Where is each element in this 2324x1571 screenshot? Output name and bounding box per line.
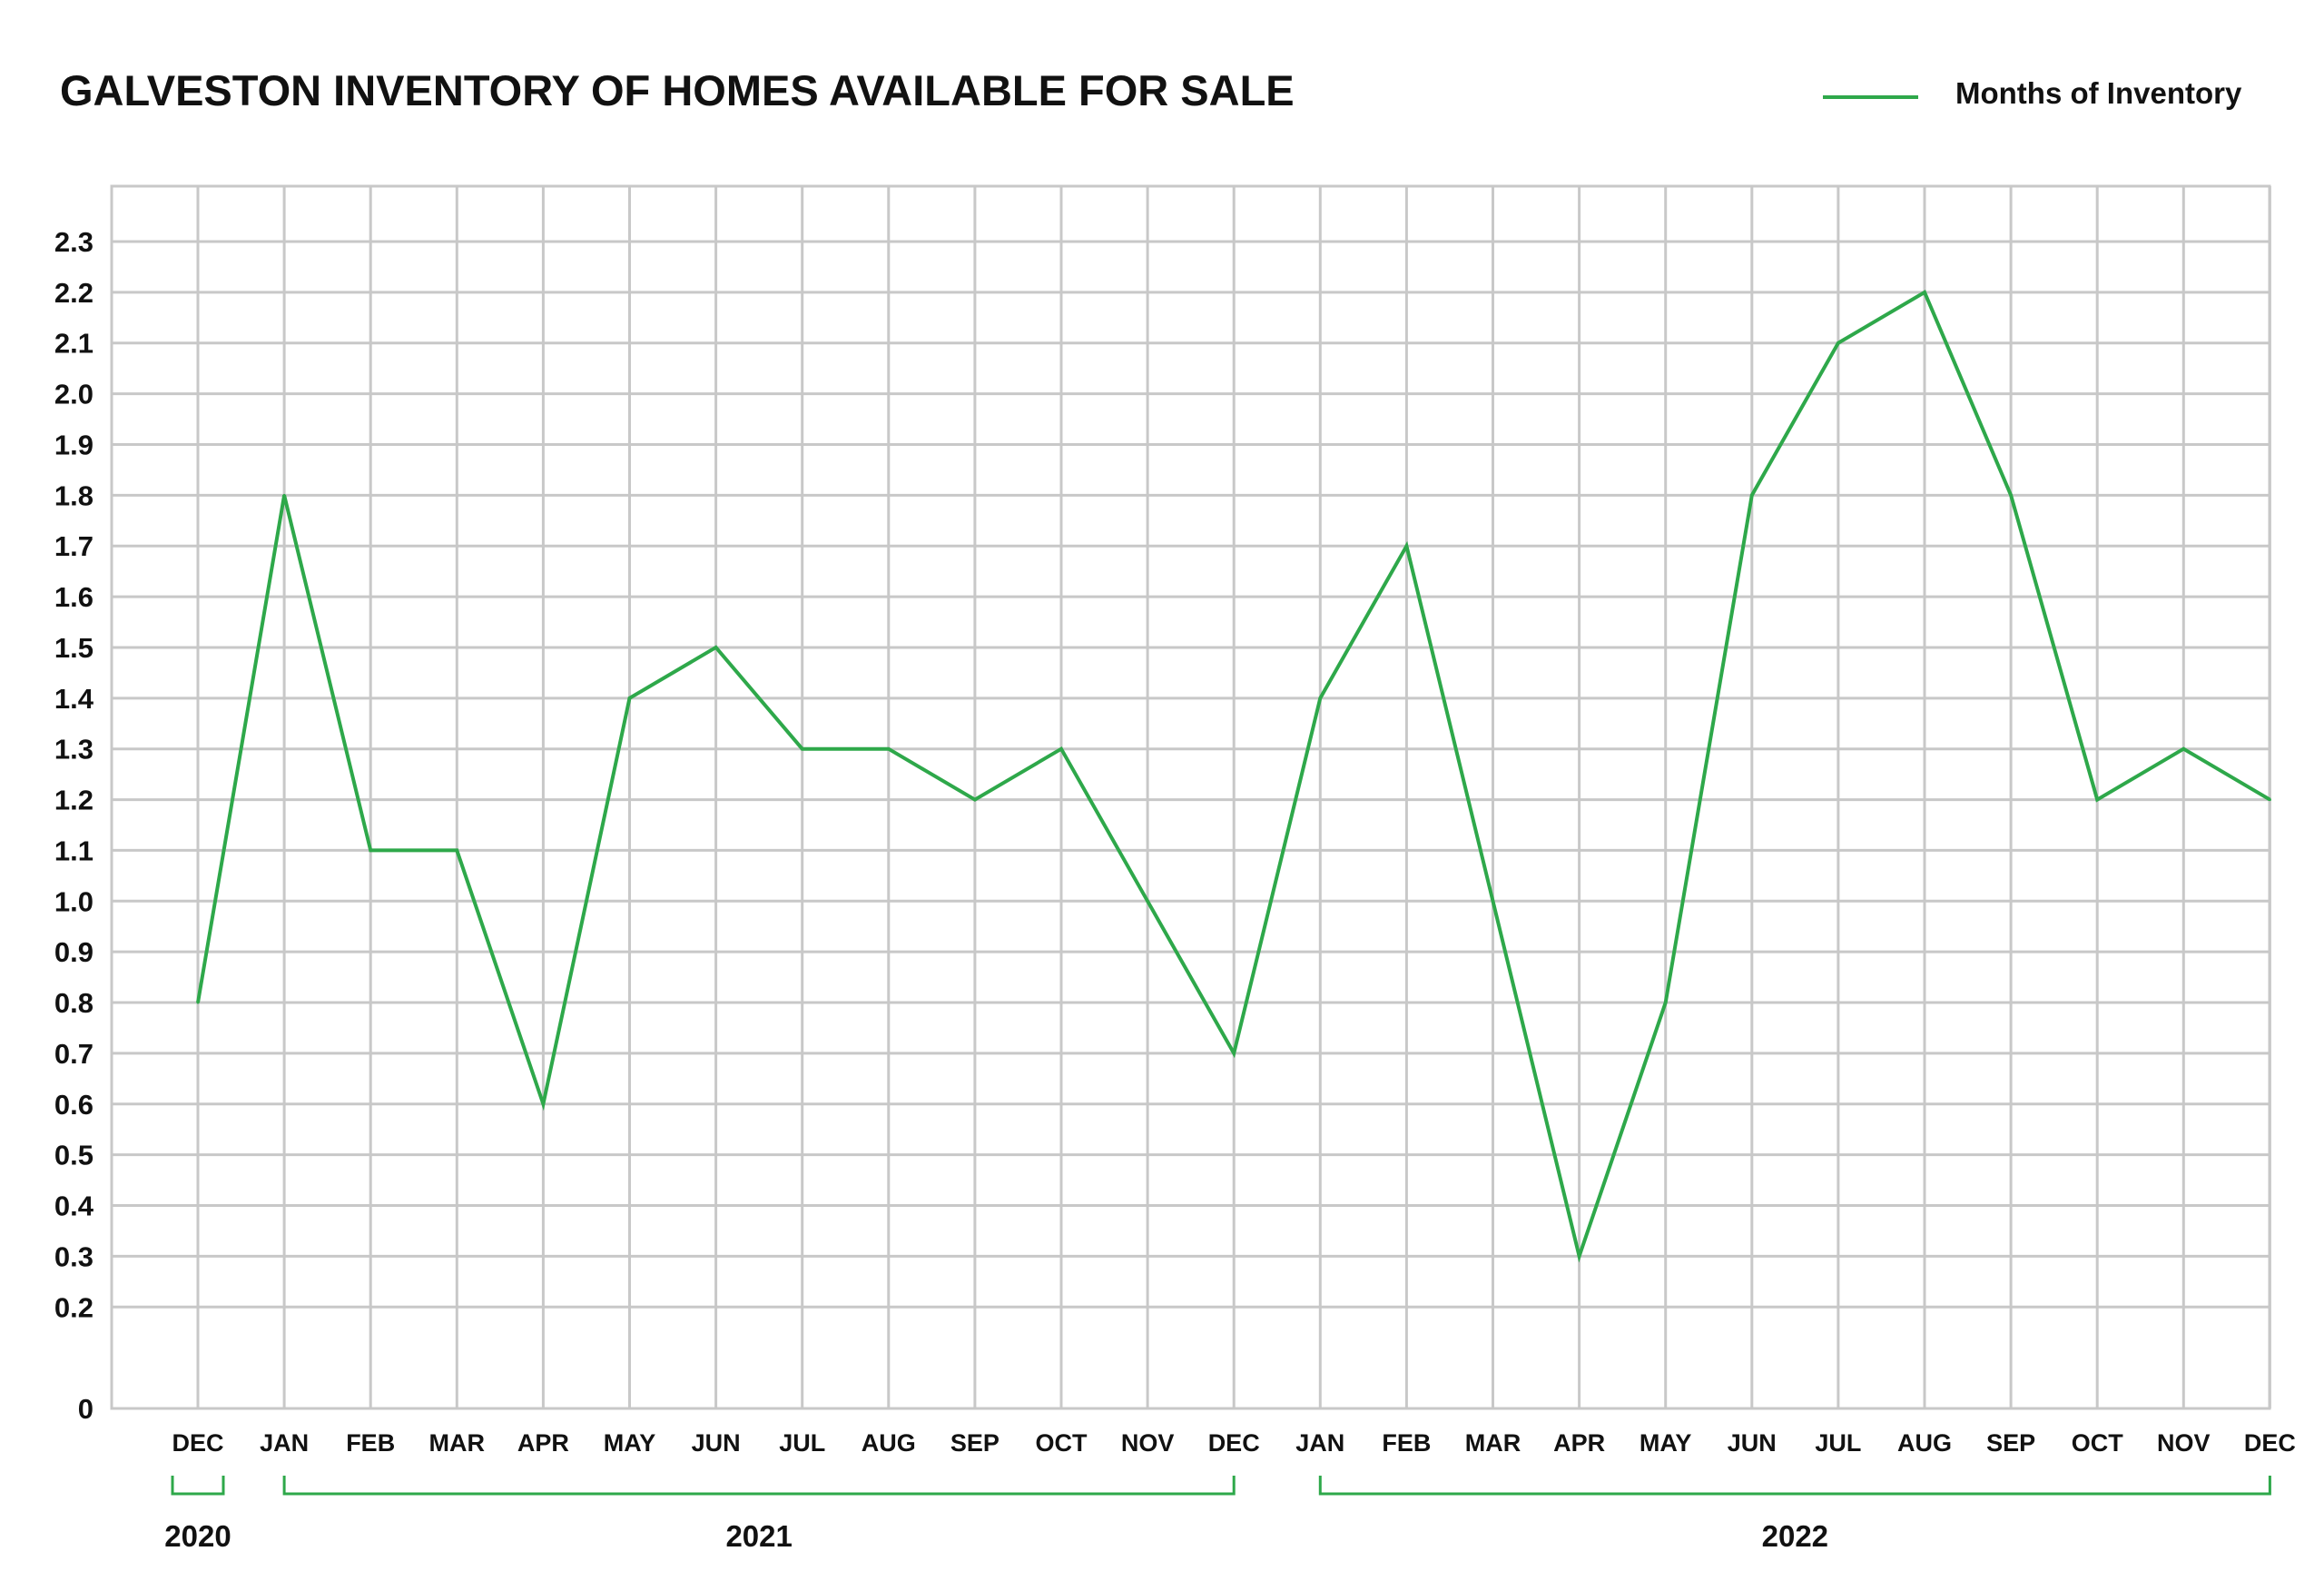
x-axis-ticks: DEC JAN FEB MAR APR MAY JUN JUL AUG SEP OCT NOV DEC J… [172,1429,2295,1457]
y-tick-label: 1.6 [54,581,94,613]
y-tick-label: 1.5 [54,632,94,664]
x-tick-label: OCT [2072,1429,2124,1457]
x-tick-label: NOV [1121,1429,1175,1457]
y-tick-label: 2.1 [54,328,94,360]
data-point [1146,899,1149,903]
plot-frame [110,184,2271,1410]
y-tick-label: 0.7 [54,1038,94,1070]
x-tick-label: JUL [779,1429,825,1457]
x-tick-label: APR [1553,1429,1605,1457]
x-tick-label: FEB [346,1429,395,1457]
data-point [973,798,977,802]
x-tick-label: DEC [172,1429,223,1457]
x-tick-label: SEP [1986,1429,2035,1457]
grid [110,184,2271,1410]
x-tick-label: JAN [1295,1429,1344,1457]
y-tick-label: 0.6 [54,1089,94,1121]
y-tick-label: 0.5 [54,1140,94,1171]
x-tick-label: AUG [1897,1429,1952,1457]
data-point [1492,899,1494,903]
y-tick-label: 1.7 [54,530,94,562]
x-tick-label: MAR [1465,1429,1521,1457]
x-tick-label: JAN [260,1429,309,1457]
data-point [2095,798,2099,802]
data-point [1318,697,1322,700]
data-point [628,697,631,700]
y-tick-label: 1.3 [54,734,94,766]
y-tick-label: 1.0 [54,885,94,917]
data-point [1664,1001,1668,1004]
y-tick-label: 1.1 [54,835,94,866]
x-tick-label: JUN [692,1429,741,1457]
data-point [2009,493,2013,497]
year-bracket [282,1476,1236,1496]
data-point [369,848,372,852]
y-tick-label: 2.2 [54,277,94,309]
data-point [1232,1052,1236,1055]
x-tick-label: FEB [1382,1429,1431,1457]
y-axis-ticks: 0 0.2 0.3 0.4 0.5 0.6 0.7 0.8 0.9 1.0 1.1 1.2 1.3 1.4… [54,226,94,1425]
legend-label: Months of Inventory [1955,76,2242,110]
y-tick-label: 0.2 [54,1291,94,1323]
year-bracket [1318,1476,2271,1496]
chart-title: GALVESTON INVENTORY OF HOMES AVAILABLE F… [60,66,1295,114]
x-tick-label: NOV [2157,1429,2211,1457]
x-tick-label: OCT [1036,1429,1088,1457]
series-group [196,289,2271,1263]
year-label: 2022 [1762,1519,1828,1553]
year-bracket [171,1476,225,1496]
y-tick-label: 2.3 [54,226,94,258]
data-point [2268,798,2271,802]
data-point [1837,341,1840,345]
x-tick-label: APR [517,1429,569,1457]
data-point [801,747,804,751]
year-groups: 2020 2021 2022 [164,1476,2271,1553]
y-tick-label: 1.9 [54,429,94,460]
year-label: 2020 [164,1519,231,1553]
x-tick-label: SEP [950,1429,1000,1457]
legend: Months of Inventory [1823,76,2242,110]
data-point [714,646,718,649]
y-tick-label: 1.4 [54,683,94,715]
x-tick-label: MAY [604,1429,656,1457]
data-point [1923,291,1926,294]
data-point [1578,1254,1581,1258]
data-point [1059,747,1063,751]
data-point [282,493,286,497]
y-tick-label: 1.8 [54,479,94,511]
data-point [455,848,458,852]
year-label: 2021 [725,1519,792,1553]
x-tick-label: JUL [1815,1429,1861,1457]
y-tick-label: 1.2 [54,785,94,816]
data-point [196,1001,200,1004]
x-tick-label: MAY [1640,1429,1692,1457]
data-point [2181,747,2185,751]
y-tick-label: 0.8 [54,987,94,1019]
y-tick-label: 0.9 [54,936,94,968]
x-tick-label: DEC [1208,1429,1260,1457]
y-tick-label: 2.0 [54,379,94,410]
x-tick-label: DEC [2244,1429,2296,1457]
data-point [887,747,891,751]
y-tick-label: 0.4 [54,1191,94,1222]
data-point [1404,544,1408,548]
data-point [1750,493,1754,497]
y-tick-label: 0 [78,1393,94,1425]
y-tick-label: 0.3 [54,1240,94,1272]
x-tick-label: AUG [862,1429,916,1457]
x-tick-label: MAR [429,1429,486,1457]
data-point [541,1102,545,1106]
x-tick-label: JUN [1728,1429,1777,1457]
